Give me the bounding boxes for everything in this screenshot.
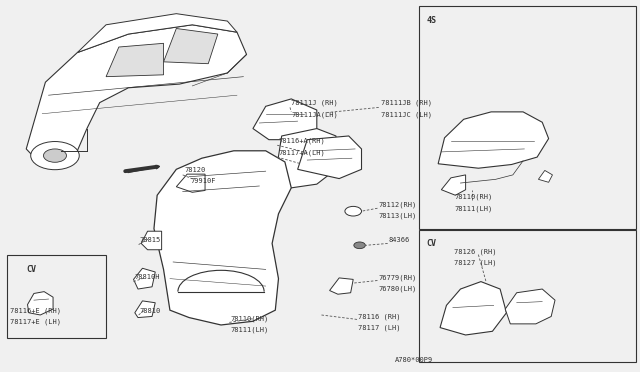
Text: 78126 (RH): 78126 (RH) [454,248,497,255]
Text: 79910F: 79910F [190,178,216,184]
Text: 78116 (RH): 78116 (RH) [358,313,401,320]
Polygon shape [253,99,317,140]
Polygon shape [154,151,291,325]
Polygon shape [26,25,246,166]
Text: 78111(LH): 78111(LH) [230,326,269,333]
Polygon shape [330,278,353,294]
Polygon shape [106,43,164,77]
Text: 78116+E (RH): 78116+E (RH) [10,308,61,314]
Polygon shape [442,175,466,195]
Text: 84366: 84366 [389,237,410,243]
Text: 76779(RH): 76779(RH) [379,275,417,281]
Circle shape [44,149,67,162]
Text: CV: CV [427,239,436,248]
Text: 76780(LH): 76780(LH) [379,286,417,292]
Polygon shape [505,289,555,324]
Polygon shape [275,129,336,188]
Text: 78116+A(RH): 78116+A(RH) [278,137,325,144]
Polygon shape [28,292,53,315]
Text: 78815: 78815 [140,237,161,243]
Text: 78110(RH): 78110(RH) [454,194,492,201]
Text: 78117+A(LH): 78117+A(LH) [278,150,325,156]
Text: 78127 (LH): 78127 (LH) [454,260,497,266]
Polygon shape [438,112,548,168]
Polygon shape [134,268,156,289]
Bar [419,231,636,362]
Polygon shape [135,301,156,318]
Text: 78111(LH): 78111(LH) [454,205,492,212]
Bar [7,254,106,338]
Text: 78112(RH): 78112(RH) [379,201,417,208]
Text: 78111J (RH): 78111J (RH) [291,99,338,106]
Circle shape [345,206,362,216]
Text: 78111JB (RH): 78111JB (RH) [381,99,431,106]
Polygon shape [141,231,162,250]
Text: 78111JC (LH): 78111JC (LH) [381,111,431,118]
Polygon shape [538,170,552,182]
Text: 78120: 78120 [184,167,205,173]
Text: 78113(LH): 78113(LH) [379,212,417,219]
Text: A780*00P9: A780*00P9 [396,357,434,363]
Text: CV: CV [26,265,36,274]
Text: 78117 (LH): 78117 (LH) [358,324,401,331]
Polygon shape [77,14,237,52]
Text: 78117+E (LH): 78117+E (LH) [10,319,61,326]
Bar [419,6,636,229]
Polygon shape [298,136,362,179]
Text: 78110(RH): 78110(RH) [230,315,269,322]
Polygon shape [176,174,205,192]
Text: 78111JA(LH): 78111JA(LH) [291,111,338,118]
Text: 78810H: 78810H [135,275,160,280]
Circle shape [31,141,79,170]
Text: 78810: 78810 [140,308,161,314]
Text: 4S: 4S [427,16,436,25]
Circle shape [354,242,365,248]
Polygon shape [440,282,506,335]
Polygon shape [164,29,218,64]
